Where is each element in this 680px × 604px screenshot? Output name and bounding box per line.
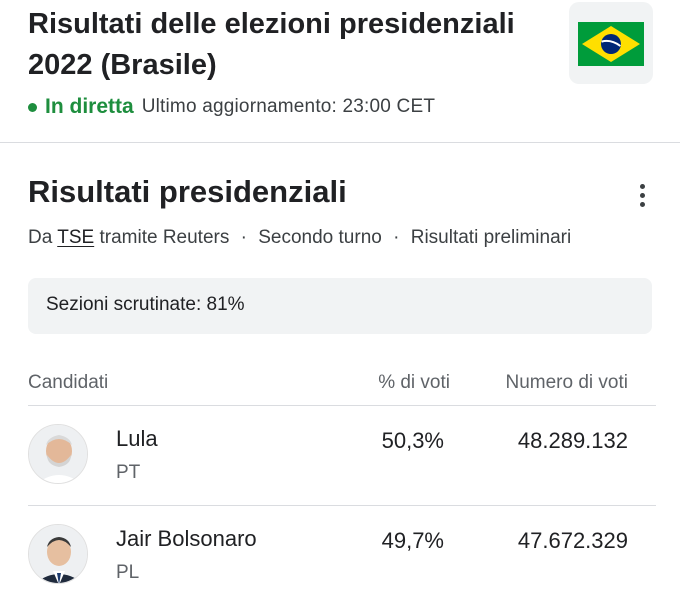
source-line: Da TSE tramite Reuters · Secondo turno ·…: [28, 225, 571, 251]
column-header-votes: Numero di voti: [505, 372, 629, 393]
candidate-party: PL: [116, 562, 140, 583]
last-update: Ultimo aggiornamento: 23:00 CET: [141, 96, 436, 117]
column-header-percent: % di voti: [378, 372, 450, 393]
candidate-percent: 50,3%: [381, 428, 444, 453]
flag-graphic: [578, 22, 644, 66]
more-dot: [639, 201, 645, 207]
more-dot: [639, 192, 645, 198]
candidate-party: PT: [116, 462, 141, 483]
avatar-graphic: [29, 425, 87, 483]
sections-counted-box: Sezioni scrutinate: 81%: [28, 278, 652, 334]
page-header: Risultati delle elezioni presidenziali 2…: [0, 0, 680, 143]
table-row[interactable]: Lula PT 50,3% 48.289.132: [28, 406, 656, 506]
status-label: Risultati preliminari: [410, 227, 572, 248]
live-status: In diretta Ultimo aggiornamento: 23:00 C…: [28, 94, 435, 120]
page-title: Risultati delle elezioni presidenziali 2…: [28, 8, 515, 81]
round-label: Secondo turno: [258, 227, 382, 248]
live-dot-icon: [28, 102, 37, 112]
brazil-flag-icon[interactable]: [569, 2, 653, 84]
candidate-votes: 47.672.329: [517, 528, 628, 553]
table-row[interactable]: Jair Bolsonaro PL 49,7% 47.672.329: [28, 506, 656, 604]
sections-counted: Sezioni scrutinate: 81%: [46, 294, 245, 315]
more-vert-icon[interactable]: [626, 180, 658, 210]
candidate-votes: 48.289.132: [517, 428, 628, 453]
lula-avatar: [28, 424, 88, 484]
source-via: tramite Reuters: [99, 227, 230, 248]
avatar-graphic: [29, 525, 87, 583]
column-header-candidates: Candidati: [28, 372, 109, 393]
candidate-name: Lula: [116, 426, 158, 451]
more-dot: [639, 183, 645, 189]
table-header: Candidati % di voti Numero di voti: [28, 366, 656, 406]
source-link-tse[interactable]: TSE: [57, 227, 95, 248]
live-label: In diretta: [45, 95, 134, 118]
bolsonaro-avatar: [28, 524, 88, 584]
candidate-name: Jair Bolsonaro: [116, 526, 257, 551]
source-prefix: Da: [28, 227, 53, 248]
separator-dot: ·: [240, 227, 247, 248]
results-title: Risultati presidenziali: [28, 174, 347, 209]
separator-dot: ·: [393, 227, 400, 248]
candidate-percent: 49,7%: [381, 528, 444, 553]
